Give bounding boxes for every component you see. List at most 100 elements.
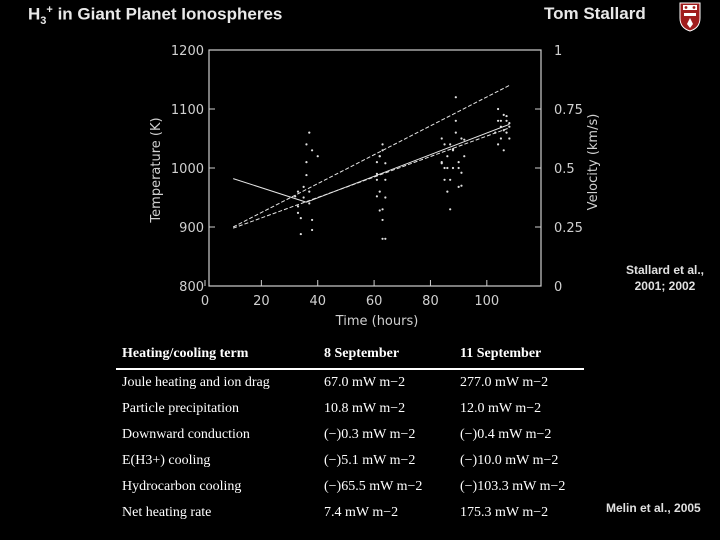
temperature-point — [443, 178, 446, 181]
row-term: Hydrocarbon cooling — [122, 479, 242, 494]
row-value-1: 67.0 mW m−2 — [324, 375, 406, 390]
temperature-point — [384, 196, 387, 199]
temperature-point — [502, 149, 505, 152]
header-date-2: 11 September — [454, 340, 584, 370]
x-tick-label: 80 — [422, 294, 439, 309]
velocity-point — [384, 237, 387, 240]
temperature-point — [505, 131, 508, 134]
velocity-point — [381, 218, 384, 222]
temperature-point — [308, 131, 311, 134]
velocity-point — [294, 195, 297, 198]
row-value-1: 10.8 mW m−2 — [324, 401, 406, 416]
velocity-point — [375, 178, 379, 181]
velocity-point — [305, 173, 308, 177]
temperature-point — [494, 131, 497, 134]
row-value-2: 277.0 mW m−2 — [460, 375, 549, 390]
temperature-point — [454, 131, 457, 134]
row-term: Downward conduction — [122, 427, 250, 442]
temperature-point — [454, 96, 457, 99]
plot-reference: Stallard et al., 2001; 2002 — [625, 263, 705, 293]
velocity-point — [499, 119, 503, 122]
header-date-1: 8 September — [318, 340, 454, 370]
temperature-point — [310, 149, 314, 152]
y-tick-label: 1100 — [171, 103, 204, 118]
velocity-point — [451, 148, 455, 151]
temperature-point — [305, 161, 308, 164]
velocity-point — [378, 209, 381, 212]
table-row: Net heating rate 7.4 mW m−2 175.3 mW m−2 — [116, 500, 584, 526]
y2-tick-label: 0.75 — [554, 103, 583, 118]
x-tick-label: 100 — [474, 294, 499, 309]
fit-line — [306, 123, 510, 203]
velocity-point — [505, 114, 508, 118]
table-reference: Melin et al., 2005 — [606, 501, 701, 515]
temperature-point — [384, 178, 387, 181]
fit-line — [233, 178, 307, 203]
axis-ticks: 0 20 40 60 80 100 800 900 1000 1100 1200 0 0.25 0.5 0.… — [171, 44, 583, 309]
velocity-point — [443, 143, 446, 146]
temperature-point — [460, 137, 463, 140]
velocity-point — [384, 162, 387, 165]
velocity-point — [381, 143, 384, 146]
temperature-point — [381, 237, 384, 240]
row-value-1: (−)0.3 mW m−2 — [324, 427, 416, 442]
y-tick-label: 900 — [179, 221, 204, 236]
velocity-point — [496, 107, 500, 111]
velocity-point — [460, 171, 463, 174]
author-name: Tom Stallard — [544, 4, 646, 23]
x-axis-label: Time (hours) — [335, 314, 419, 329]
row-value-1: (−)5.1 mW m−2 — [324, 453, 416, 468]
velocity-point — [463, 138, 466, 141]
temperature-point — [449, 208, 452, 211]
temperature-point — [378, 190, 381, 193]
plot-frame — [208, 49, 542, 287]
table-row: Hydrocarbon cooling (−)65.5 mW m−2 (−)10… — [116, 474, 584, 500]
title-superscript: + — [46, 4, 53, 16]
velocity-point — [299, 232, 302, 236]
fit-lines — [232, 84, 510, 229]
velocity-point — [454, 119, 457, 122]
temperature-point — [375, 172, 379, 175]
heating-cooling-table: Heating/cooling term 8 September 11 Sept… — [116, 340, 584, 526]
row-value-2: (−)10.0 mW m−2 — [460, 453, 559, 468]
temperature-point — [508, 137, 511, 140]
velocity-point — [440, 162, 443, 165]
temperature-point — [508, 125, 511, 128]
row-term: Joule heating and ion drag — [122, 375, 270, 390]
temperature-point — [457, 166, 460, 170]
temperature-point — [449, 143, 452, 146]
row-value-2: (−)0.4 mW m−2 — [460, 427, 552, 442]
y2-axis-label: Velocity (km/s) — [586, 114, 601, 211]
y-tick-label: 1200 — [171, 44, 204, 59]
velocity-point — [296, 211, 300, 214]
temperature-point — [302, 196, 305, 199]
y-tick-label: 1000 — [171, 162, 204, 177]
y-axis-label: Temperature (K) — [149, 117, 164, 223]
x-tick-label: 0 — [201, 294, 209, 309]
table-header-row: Heating/cooling term 8 September 11 Sept… — [116, 340, 584, 370]
y2-tick-label: 0 — [554, 280, 562, 295]
velocity-point — [449, 178, 452, 181]
velocity-point — [308, 202, 311, 205]
velocity-point — [508, 122, 511, 125]
row-term: Net heating rate — [122, 505, 212, 520]
y2-tick-label: 0.5 — [554, 162, 575, 177]
temperature-point — [446, 190, 449, 193]
temperature-point — [296, 190, 300, 193]
temperature-point — [505, 119, 508, 122]
velocity-point — [457, 185, 460, 188]
velocity-point — [310, 218, 314, 222]
temperature-point — [381, 149, 384, 152]
temperature-point — [305, 143, 308, 146]
temperature-point — [381, 208, 384, 211]
y-tick-label: 800 — [179, 280, 204, 295]
y2-tick-label: 1 — [554, 44, 562, 59]
temperature-point — [308, 190, 311, 193]
header-term: Heating/cooling term — [116, 340, 318, 370]
title-subscript: 3 — [40, 15, 47, 28]
temperature-point — [316, 155, 319, 158]
temperature-point — [440, 137, 443, 140]
y2-tick-label: 0.25 — [554, 221, 583, 236]
row-value-1: (−)65.5 mW m−2 — [324, 479, 423, 494]
temperature-point — [499, 125, 503, 128]
